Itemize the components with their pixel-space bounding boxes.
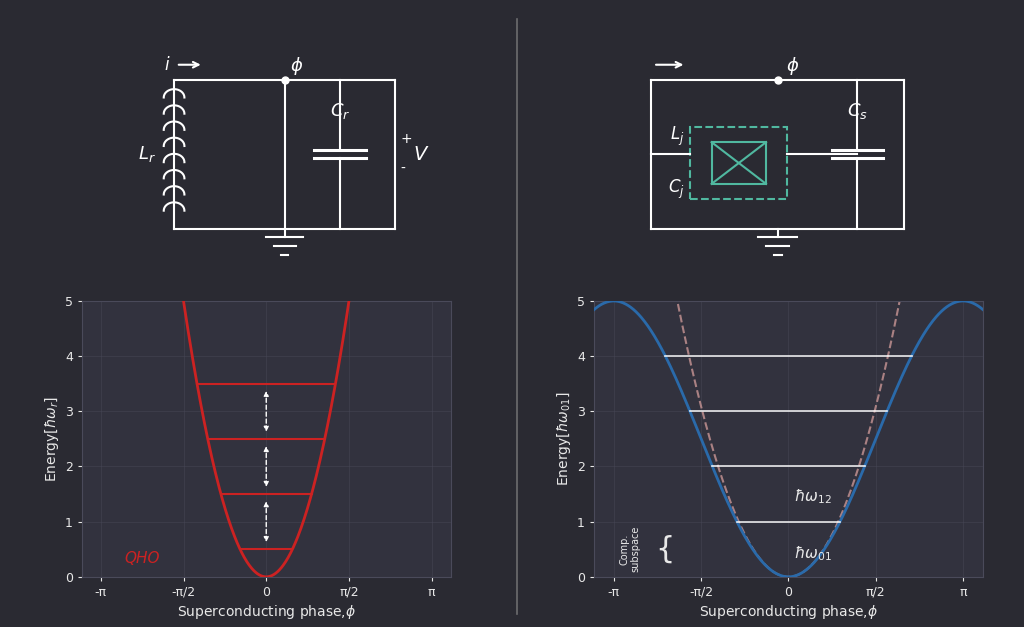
- Text: +: +: [400, 132, 413, 146]
- Text: $\phi$: $\phi$: [785, 55, 799, 77]
- Text: $\hbar\omega_{01}$: $\hbar\omega_{01}$: [794, 544, 831, 563]
- Y-axis label: Energy[$\hbar\omega_{01}$]: Energy[$\hbar\omega_{01}$]: [555, 392, 572, 486]
- Text: QHO: QHO: [124, 551, 160, 566]
- Text: $\{$: $\{$: [654, 534, 672, 565]
- Text: $L_j$: $L_j$: [670, 125, 684, 148]
- Text: $C_j$: $C_j$: [668, 178, 684, 201]
- X-axis label: Superconducting phase,$\phi$: Superconducting phase,$\phi$: [177, 603, 355, 621]
- Text: $V$: $V$: [413, 145, 429, 164]
- Text: $L_r$: $L_r$: [138, 144, 156, 164]
- Y-axis label: Energy[$\hbar\omega_r$]: Energy[$\hbar\omega_r$]: [43, 396, 60, 482]
- Text: $\hbar\omega_{12}$: $\hbar\omega_{12}$: [794, 487, 831, 506]
- Text: $C_r$: $C_r$: [330, 102, 350, 121]
- Text: $C_s$: $C_s$: [847, 102, 868, 121]
- X-axis label: Superconducting phase,$\phi$: Superconducting phase,$\phi$: [699, 603, 878, 621]
- Text: -: -: [400, 162, 406, 176]
- Text: $\phi$: $\phi$: [290, 55, 303, 77]
- Text: $i$: $i$: [164, 56, 170, 74]
- Text: Comp.
subspace: Comp. subspace: [620, 526, 641, 572]
